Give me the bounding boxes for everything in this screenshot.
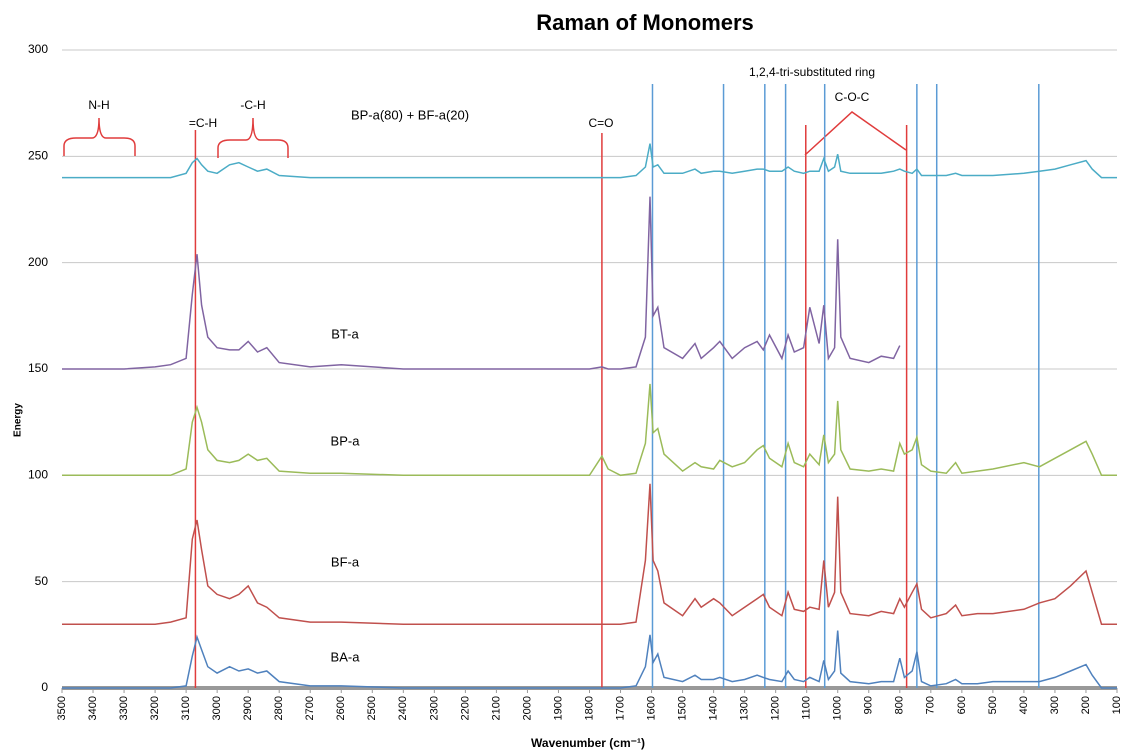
x-tick-label: 3100 [180,696,192,720]
y-tick-label: 300 [28,42,48,56]
x-tick-label: 100 [1111,696,1123,714]
x-tick-label: 1800 [583,696,595,720]
x-tick-label: 500 [987,696,999,714]
series-label: BP-a [331,433,361,448]
x-tick-label: 1700 [614,696,626,720]
x-tick-label: 1500 [676,696,688,720]
x-tick-label: 2900 [242,696,254,720]
coc-caret [804,111,907,156]
series-line [62,483,1117,625]
x-tick-label: 3000 [211,696,223,720]
x-tick-label: 200 [1080,696,1092,714]
x-tick-label: 2100 [490,696,502,720]
ch-brace [217,117,289,158]
x-tick-label: 1100 [801,696,813,720]
x-tick-label: 1200 [770,696,782,720]
series-line [62,143,1117,179]
annotation: 1,2,4-tri-substituted ring [749,65,875,79]
annotation: C-O-C [835,90,870,104]
nh-brace [63,117,136,156]
series-line [62,196,901,370]
x-tick-label: 400 [1018,696,1030,714]
x-tick-label: 1400 [708,696,720,720]
x-tick-label: 2200 [459,696,471,720]
y-tick-label: 0 [41,680,48,694]
annotation: -C-H [240,98,265,112]
x-tick-label: 2600 [335,696,347,720]
annotation: =C-H [189,116,217,130]
y-axis-label: Energy [13,403,24,437]
x-tick-label: 2500 [366,696,378,720]
y-tick-label: 200 [28,255,48,269]
y-tick-label: 150 [28,361,48,375]
x-tick-label: 3500 [56,696,68,720]
series-label: BA-a [331,649,361,664]
x-tick-label: 1600 [645,696,657,720]
x-tick-label: 700 [925,696,937,714]
y-tick-label: 50 [35,574,49,588]
series-line [62,630,1117,689]
annotation: C=O [588,116,613,130]
x-tick-label: 2000 [521,696,533,720]
x-tick-label: 2300 [428,696,440,720]
x-tick-label: 1300 [739,696,751,720]
annotation: N-H [88,98,109,112]
x-tick-label: 2700 [304,696,316,720]
series-line [62,383,1117,477]
y-tick-label: 250 [28,149,48,163]
series-label: BF-a [331,554,360,569]
x-tick-label: 3200 [149,696,161,720]
x-tick-label: 1000 [832,696,844,720]
x-tick-label: 3400 [87,696,99,720]
x-axis-label: Wavenumber (cm⁻¹) [531,736,645,750]
series-label: BT-a [331,326,359,341]
chart-title: Raman of Monomers [536,10,754,35]
x-tick-label: 3300 [118,696,130,720]
braces [63,111,907,158]
x-tick-label: 1900 [552,696,564,720]
y-tick-label: 100 [28,468,48,482]
x-tick-label: 900 [863,696,875,714]
x-tick-label: 800 [894,696,906,714]
series-label: BP-a(80) + BF-a(20) [351,107,469,122]
x-tick-label: 600 [956,696,968,714]
x-tick-label: 300 [1049,696,1061,714]
x-tick-label: 2800 [273,696,285,720]
x-tick-label: 2400 [397,696,409,720]
